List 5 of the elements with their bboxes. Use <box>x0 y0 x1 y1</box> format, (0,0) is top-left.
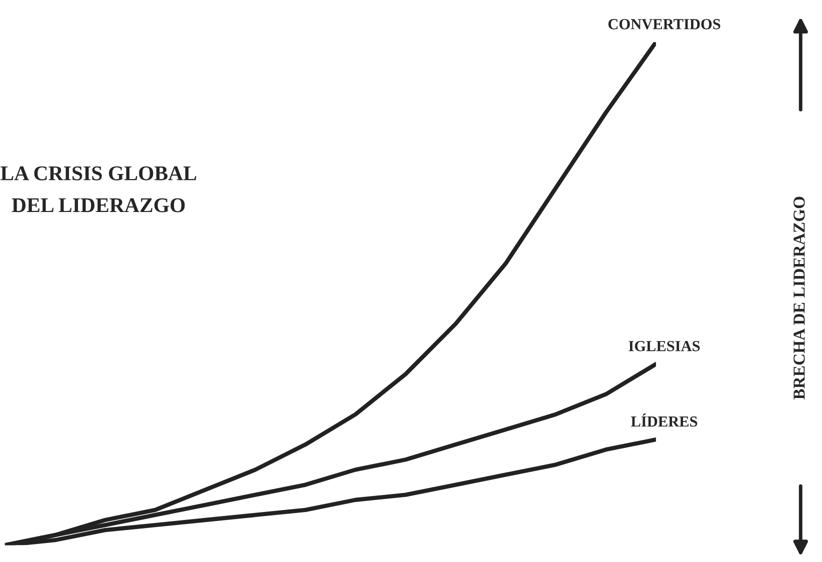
text: BRECHA DE LIDERAZGO <box>794 196 805 400</box>
text: LA CRISIS GLOBAL DEL LIDERAZGO <box>0 166 196 212</box>
series-label: CONVERTIDOS <box>608 19 720 30</box>
series-label: IGLESIAS <box>628 340 700 352</box>
series-label: LÍDERES <box>631 413 698 427</box>
